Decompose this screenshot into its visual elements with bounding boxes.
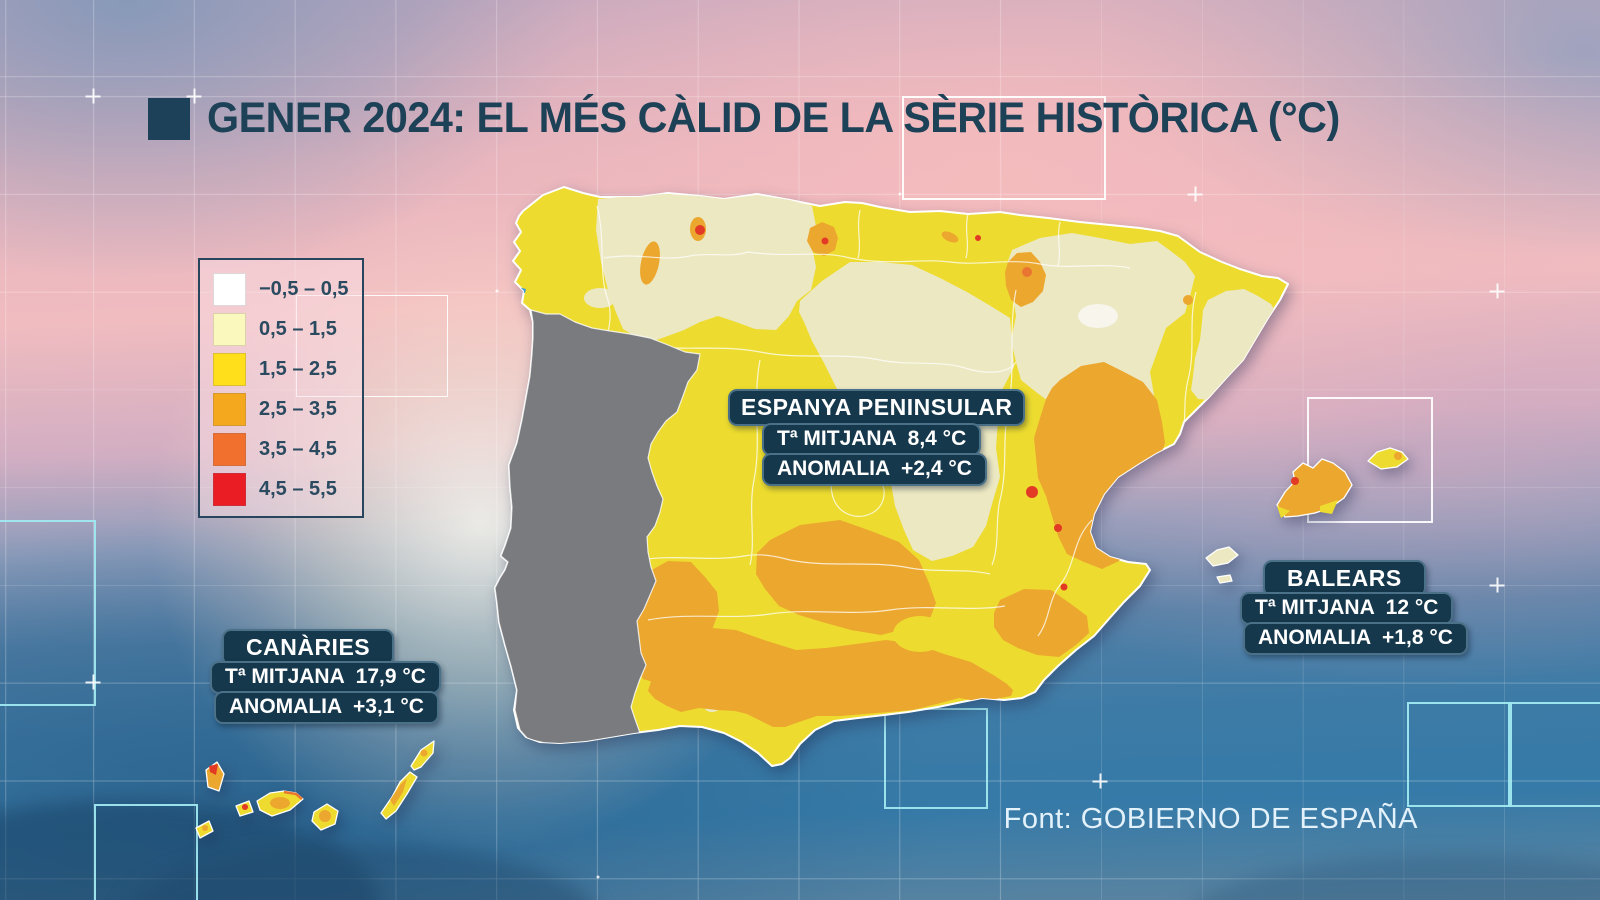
- anomaly-legend: −0,5 – 0,5 0,5 – 1,5 1,5 – 2,5 2,5 – 3,5…: [198, 258, 364, 518]
- portugal-region: [495, 309, 701, 745]
- province-borders: [596, 205, 1197, 637]
- deco-rect: [1407, 702, 1512, 807]
- legend-row: 3,5 – 4,5: [213, 433, 350, 466]
- legend-label: −0,5 – 0,5: [259, 278, 349, 300]
- grid-dot-marker: [596, 875, 600, 879]
- formentera-island: [1216, 574, 1233, 584]
- legend-swatch: [213, 353, 246, 386]
- balearic-islands: [1205, 447, 1409, 584]
- grid-plus-marker: [85, 88, 101, 104]
- grid-plus-marker: [1489, 577, 1505, 593]
- iberian-peninsula: [195, 186, 1409, 839]
- deco-rect: [0, 520, 96, 706]
- canaries-anomaly-badge: ANOMALIA +3,1 °C: [214, 691, 439, 724]
- legend-swatch: [213, 393, 246, 426]
- peninsular-anomaly-badge: ANOMALIA +2,4 °C: [762, 453, 987, 486]
- legend-label: 4,5 – 5,5: [259, 478, 337, 500]
- balears-mean-badge: Tª MITJANA 12 °C: [1240, 592, 1454, 625]
- deco-rect: [884, 708, 988, 809]
- legend-label: 2,5 – 3,5: [259, 398, 337, 420]
- legend-swatch: [213, 313, 246, 346]
- mallorca-island: [1276, 458, 1353, 518]
- legend-label: 1,5 – 2,5: [259, 358, 337, 380]
- grid-plus-marker: [186, 88, 202, 104]
- legend-row: 1,5 – 2,5: [213, 353, 350, 386]
- legend-row: 2,5 – 3,5: [213, 393, 350, 426]
- legend-swatch: [213, 473, 246, 506]
- deco-rect: [902, 96, 1106, 200]
- legend-label: 0,5 – 1,5: [259, 318, 337, 340]
- legend-row: 4,5 – 5,5: [213, 473, 350, 506]
- canaries-title-badge: CANÀRIES: [222, 629, 395, 667]
- legend-row: −0,5 – 0,5: [213, 273, 350, 306]
- legend-row: 0,5 – 1,5: [213, 313, 350, 346]
- balears-anomaly-badge: ANOMALIA +1,8 °C: [1243, 622, 1468, 655]
- grid-dot-marker: [898, 192, 902, 196]
- ibiza-island: [1205, 546, 1239, 567]
- grid-plus-marker: [85, 674, 101, 690]
- deco-rect: [296, 295, 448, 397]
- title-bullet-square: [148, 97, 190, 140]
- canaries-mean-badge: Tª MITJANA 17,9 °C: [210, 661, 441, 694]
- legend-label: 3,5 – 4,5: [259, 438, 337, 460]
- canary-islands: [195, 740, 435, 839]
- page-title: GENER 2024: EL MÉS CÀLID DE LA SÈRIE HIS…: [207, 94, 1340, 142]
- grid-plus-marker: [1187, 186, 1203, 202]
- header: GENER 2024: EL MÉS CÀLID DE LA SÈRIE HIS…: [148, 94, 1387, 143]
- grid-plus-marker: [1092, 773, 1108, 789]
- peninsular-mean-badge: Tª MITJANA 8,4 °C: [762, 423, 982, 456]
- menorca-island: [1367, 447, 1409, 470]
- grid-dot-marker: [495, 289, 499, 293]
- deco-rect: [1307, 397, 1433, 523]
- anomaly-blobs: [495, 194, 1280, 745]
- source-credit: Font: GOBIERNO DE ESPAÑA: [1003, 803, 1418, 835]
- tenerife-ridge: [283, 790, 303, 800]
- deco-rect: [1508, 702, 1600, 807]
- peninsular-title-badge: ESPANYA PENINSULAR: [728, 389, 1026, 427]
- legend-swatch: [213, 273, 246, 306]
- tagus-estuary: [495, 563, 501, 576]
- deco-rect: [94, 804, 198, 900]
- grid-plus-marker: [1489, 283, 1505, 299]
- legend-swatch: [213, 433, 246, 466]
